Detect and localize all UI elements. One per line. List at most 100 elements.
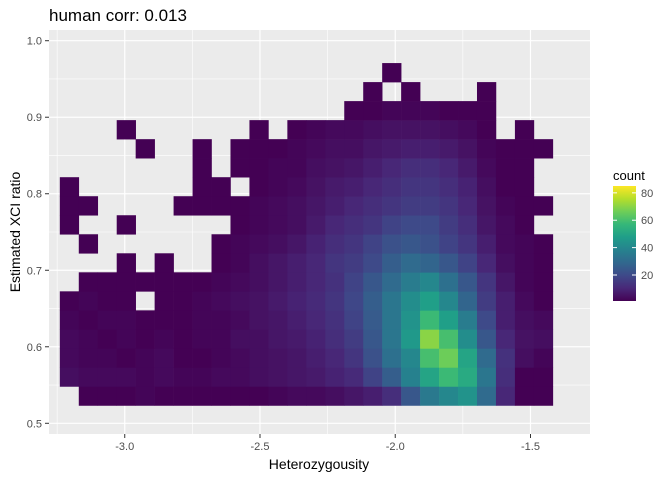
heatmap-cell (306, 367, 326, 387)
heatmap-cell (476, 139, 497, 159)
heatmap-cell (211, 291, 231, 311)
heatmap-cell (344, 272, 364, 292)
heatmap-cell (401, 329, 421, 349)
heatmap-cell (458, 367, 478, 387)
heatmap-cell (268, 158, 288, 178)
heatmap-cell (135, 386, 155, 406)
heatmap-cell (192, 386, 212, 406)
heatmap-cell (116, 367, 136, 387)
heatmap-cell (268, 367, 288, 387)
heatmap-cell (97, 386, 117, 406)
heatmap-cell (533, 139, 554, 159)
heatmap-cell (363, 215, 383, 235)
heatmap-cell (287, 177, 307, 197)
heatmap-cell (78, 196, 99, 216)
heatmap-cell (382, 101, 402, 121)
heatmap-cell (211, 234, 231, 254)
heatmap-cell (401, 310, 421, 330)
heatmap-cell (287, 348, 307, 368)
heatmap-cell (287, 367, 307, 387)
x-tick-label: -1.5 (521, 441, 540, 453)
heatmap-cell (211, 367, 231, 387)
heatmap-cell (249, 329, 269, 349)
heatmap-cell (173, 272, 193, 292)
heatmap-cell (249, 196, 269, 216)
heatmap-cell (173, 348, 193, 368)
heatmap-cell (154, 367, 174, 387)
heatmap-cell (249, 272, 269, 292)
heatmap-cell (514, 348, 535, 368)
heatmap-cell (458, 253, 478, 273)
heatmap-cell (344, 329, 364, 349)
heatmap-cell (287, 329, 307, 349)
heatmap-cell (382, 253, 402, 273)
heatmap-cell (476, 291, 497, 311)
heatmap-cell (306, 291, 326, 311)
heatmap-cell (325, 139, 345, 159)
heatmap-cell (458, 215, 478, 235)
heatmap-cell (495, 310, 516, 330)
heatmap-cell (230, 215, 250, 235)
heatmap-cell (382, 310, 402, 330)
heatmap-cell (249, 348, 269, 368)
heatmap-cell (173, 386, 193, 406)
heatmap-cell (325, 386, 345, 406)
heatmap-cell (135, 272, 155, 292)
y-tick-label: 1.0 (27, 36, 42, 48)
heatmap-cell (325, 215, 345, 235)
heatmap-cell (382, 272, 402, 292)
heatmap-cell (382, 329, 402, 349)
heatmap-cell (439, 329, 459, 349)
heatmap-cell (192, 310, 212, 330)
heatmap-cell (78, 348, 99, 368)
heatmap-cell (439, 158, 459, 178)
heatmap-cell (458, 196, 478, 216)
heatmap-cell (420, 101, 440, 121)
heatmap-cell (495, 158, 516, 178)
heatmap-cell (533, 291, 554, 311)
heatmap-cell (325, 272, 345, 292)
heatmap-cell (59, 310, 80, 330)
heatmap-cell (382, 120, 402, 140)
heatmap-cell (401, 177, 421, 197)
heatmap-cell (325, 234, 345, 254)
heatmap-cell (249, 386, 269, 406)
heatmap-cell (495, 234, 516, 254)
heatmap-cell (401, 253, 421, 273)
y-tick-label: 0.6 (27, 342, 42, 354)
heatmap-cell (59, 177, 80, 197)
heatmap-cell (458, 329, 478, 349)
heatmap-cell (249, 158, 269, 178)
heatmap-cell (154, 329, 174, 349)
heatmap-cell (344, 253, 364, 273)
heatmap-cells (59, 63, 554, 406)
heatmap-cell (306, 386, 326, 406)
heatmap-cell (514, 291, 535, 311)
heatmap-cell (420, 139, 440, 159)
heatmap-cell (116, 291, 136, 311)
heatmap-cell (78, 234, 99, 254)
heatmap-cell (401, 82, 421, 102)
heatmap-cell (439, 253, 459, 273)
heatmap-cell (268, 215, 288, 235)
heatmap-cell (287, 386, 307, 406)
heatmap-cell (154, 272, 174, 292)
heatmap-cell (533, 367, 554, 387)
heatmap-cell (325, 348, 345, 368)
heatmap-cell (495, 367, 516, 387)
heatmap-cell (135, 348, 155, 368)
heatmap-cell (458, 177, 478, 197)
heatmap-cell (192, 139, 212, 159)
heatmap-cell (192, 196, 212, 216)
heatmap-cell (420, 253, 440, 273)
heatmap-cell (116, 215, 136, 235)
heatmap-cell (230, 253, 250, 273)
heatmap-cell (533, 196, 554, 216)
heatmap-cell (192, 367, 212, 387)
heatmap-cell (533, 386, 554, 406)
heatmap-cell (173, 367, 193, 387)
legend-ticks: 20 40 60 80 (613, 188, 653, 282)
heatmap-cell (458, 234, 478, 254)
heatmap-cell (116, 329, 136, 349)
heatmap-cell (439, 101, 459, 121)
